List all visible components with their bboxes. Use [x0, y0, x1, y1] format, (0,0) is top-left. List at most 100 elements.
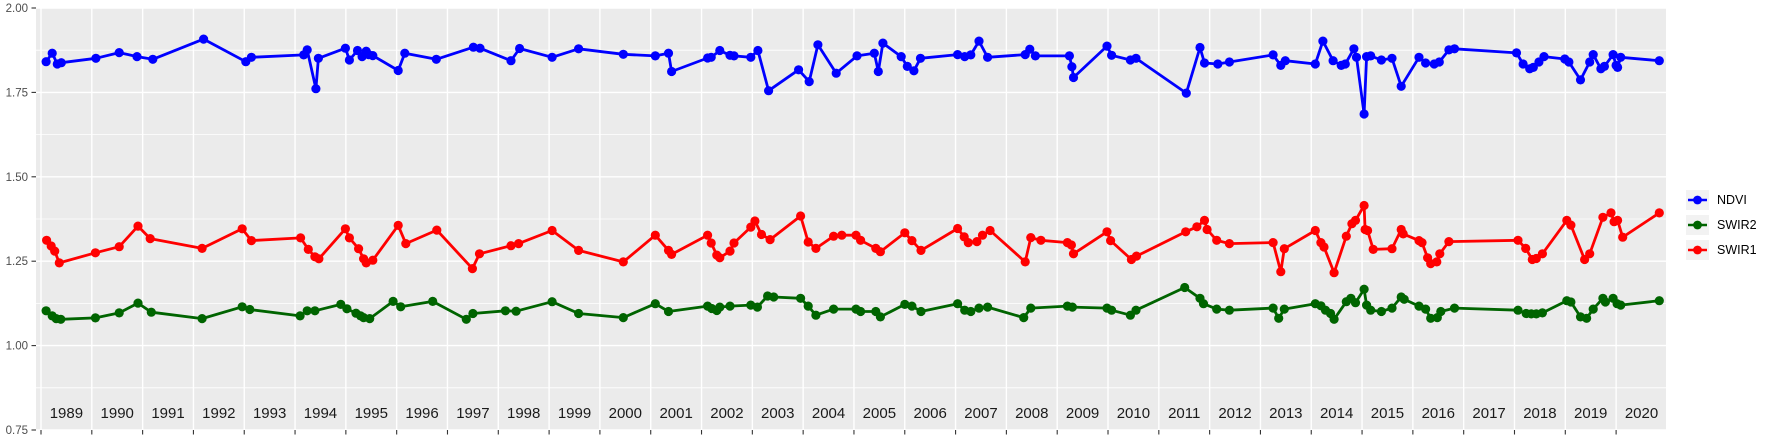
data-point	[1213, 59, 1223, 69]
data-point	[431, 54, 441, 64]
data-point	[199, 34, 209, 44]
x-tick-label: 2016	[1422, 405, 1455, 422]
data-point	[878, 38, 888, 48]
data-point	[900, 228, 910, 238]
x-tick-label: 1995	[355, 405, 388, 422]
data-point	[796, 293, 806, 303]
y-tick-label: 1.50	[6, 172, 28, 184]
data-point	[963, 238, 973, 248]
data-point	[340, 224, 350, 234]
legend-swatch-icon	[1688, 195, 1707, 205]
data-point	[246, 236, 256, 246]
data-point	[574, 44, 584, 54]
data-point	[703, 230, 713, 240]
data-point	[342, 304, 352, 314]
data-point	[401, 239, 411, 249]
data-point	[875, 247, 886, 257]
data-point	[1310, 59, 1320, 69]
legend-item-swir1: SWIR1	[1686, 240, 1757, 260]
data-point	[114, 242, 124, 252]
data-point	[667, 66, 677, 77]
x-tick-label: 2012	[1218, 405, 1251, 422]
data-point	[91, 53, 101, 63]
data-point	[368, 255, 378, 265]
series-points-SWIR1	[42, 200, 1664, 278]
data-point	[393, 65, 403, 76]
data-point	[1268, 238, 1278, 248]
data-point	[715, 253, 725, 263]
y-tick-label: 0.75	[6, 425, 28, 437]
x-tick-label: 2020	[1625, 405, 1658, 422]
legend-key-ndvi	[1686, 190, 1709, 210]
data-point	[1102, 227, 1112, 237]
data-point	[831, 68, 841, 78]
data-point	[467, 264, 477, 274]
data-point	[1398, 229, 1408, 239]
data-point	[1351, 52, 1362, 62]
data-point	[1434, 57, 1444, 67]
data-point	[650, 230, 660, 240]
x-tick-label: 2015	[1371, 405, 1404, 422]
data-point	[1107, 50, 1117, 60]
data-point	[514, 239, 524, 249]
data-point	[1518, 59, 1528, 69]
data-point	[1066, 240, 1076, 250]
data-point	[246, 52, 256, 62]
data-point	[428, 296, 438, 306]
data-point	[829, 304, 839, 314]
data-point	[1421, 58, 1431, 68]
data-point	[907, 301, 917, 311]
data-point	[344, 55, 354, 65]
data-point	[983, 302, 993, 312]
x-tick-label: 2009	[1066, 405, 1099, 422]
x-tick-label: 1999	[558, 405, 591, 422]
data-point	[837, 230, 847, 240]
data-point	[966, 306, 976, 317]
data-point	[1598, 212, 1608, 222]
data-point	[1131, 305, 1141, 315]
data-point	[310, 306, 320, 316]
data-point	[1329, 314, 1339, 324]
data-point	[1588, 50, 1598, 60]
data-point	[1654, 296, 1664, 306]
data-point	[547, 225, 557, 236]
legend-swatch-icon	[1688, 220, 1707, 230]
data-point	[197, 314, 207, 324]
data-point	[574, 308, 584, 319]
x-tick-label: 1994	[304, 405, 337, 422]
data-point	[1588, 304, 1598, 314]
data-point	[344, 233, 354, 243]
data-point	[813, 40, 823, 50]
x-tick-label: 2006	[913, 405, 946, 422]
data-point	[500, 306, 510, 316]
x-tick-label: 1989	[50, 405, 83, 422]
data-point	[750, 216, 760, 226]
data-point	[1068, 72, 1079, 83]
data-point	[756, 229, 767, 240]
x-tick-label: 2003	[761, 405, 794, 422]
data-point	[1181, 227, 1191, 237]
x-tick-label: 1992	[202, 405, 235, 422]
data-point	[618, 49, 628, 59]
x-tick-label: 2001	[659, 405, 692, 422]
data-point	[511, 306, 521, 316]
data-point	[1064, 51, 1074, 61]
x-tick-label: 1990	[101, 405, 134, 422]
data-point	[977, 230, 988, 240]
data-point	[725, 301, 735, 311]
data-point	[1329, 268, 1339, 278]
data-point	[1350, 298, 1361, 308]
data-point	[1539, 52, 1549, 62]
data-point	[368, 51, 378, 61]
data-point	[146, 307, 156, 317]
data-point	[1030, 51, 1040, 61]
data-point	[1436, 306, 1446, 317]
series-points-SWIR2	[41, 282, 1664, 324]
data-point	[804, 77, 814, 87]
x-tick-label: 2004	[812, 405, 845, 422]
legend-item-swir2: SWIR2	[1686, 215, 1757, 235]
data-point	[769, 292, 779, 302]
data-point	[1036, 235, 1046, 245]
data-point	[515, 43, 525, 54]
